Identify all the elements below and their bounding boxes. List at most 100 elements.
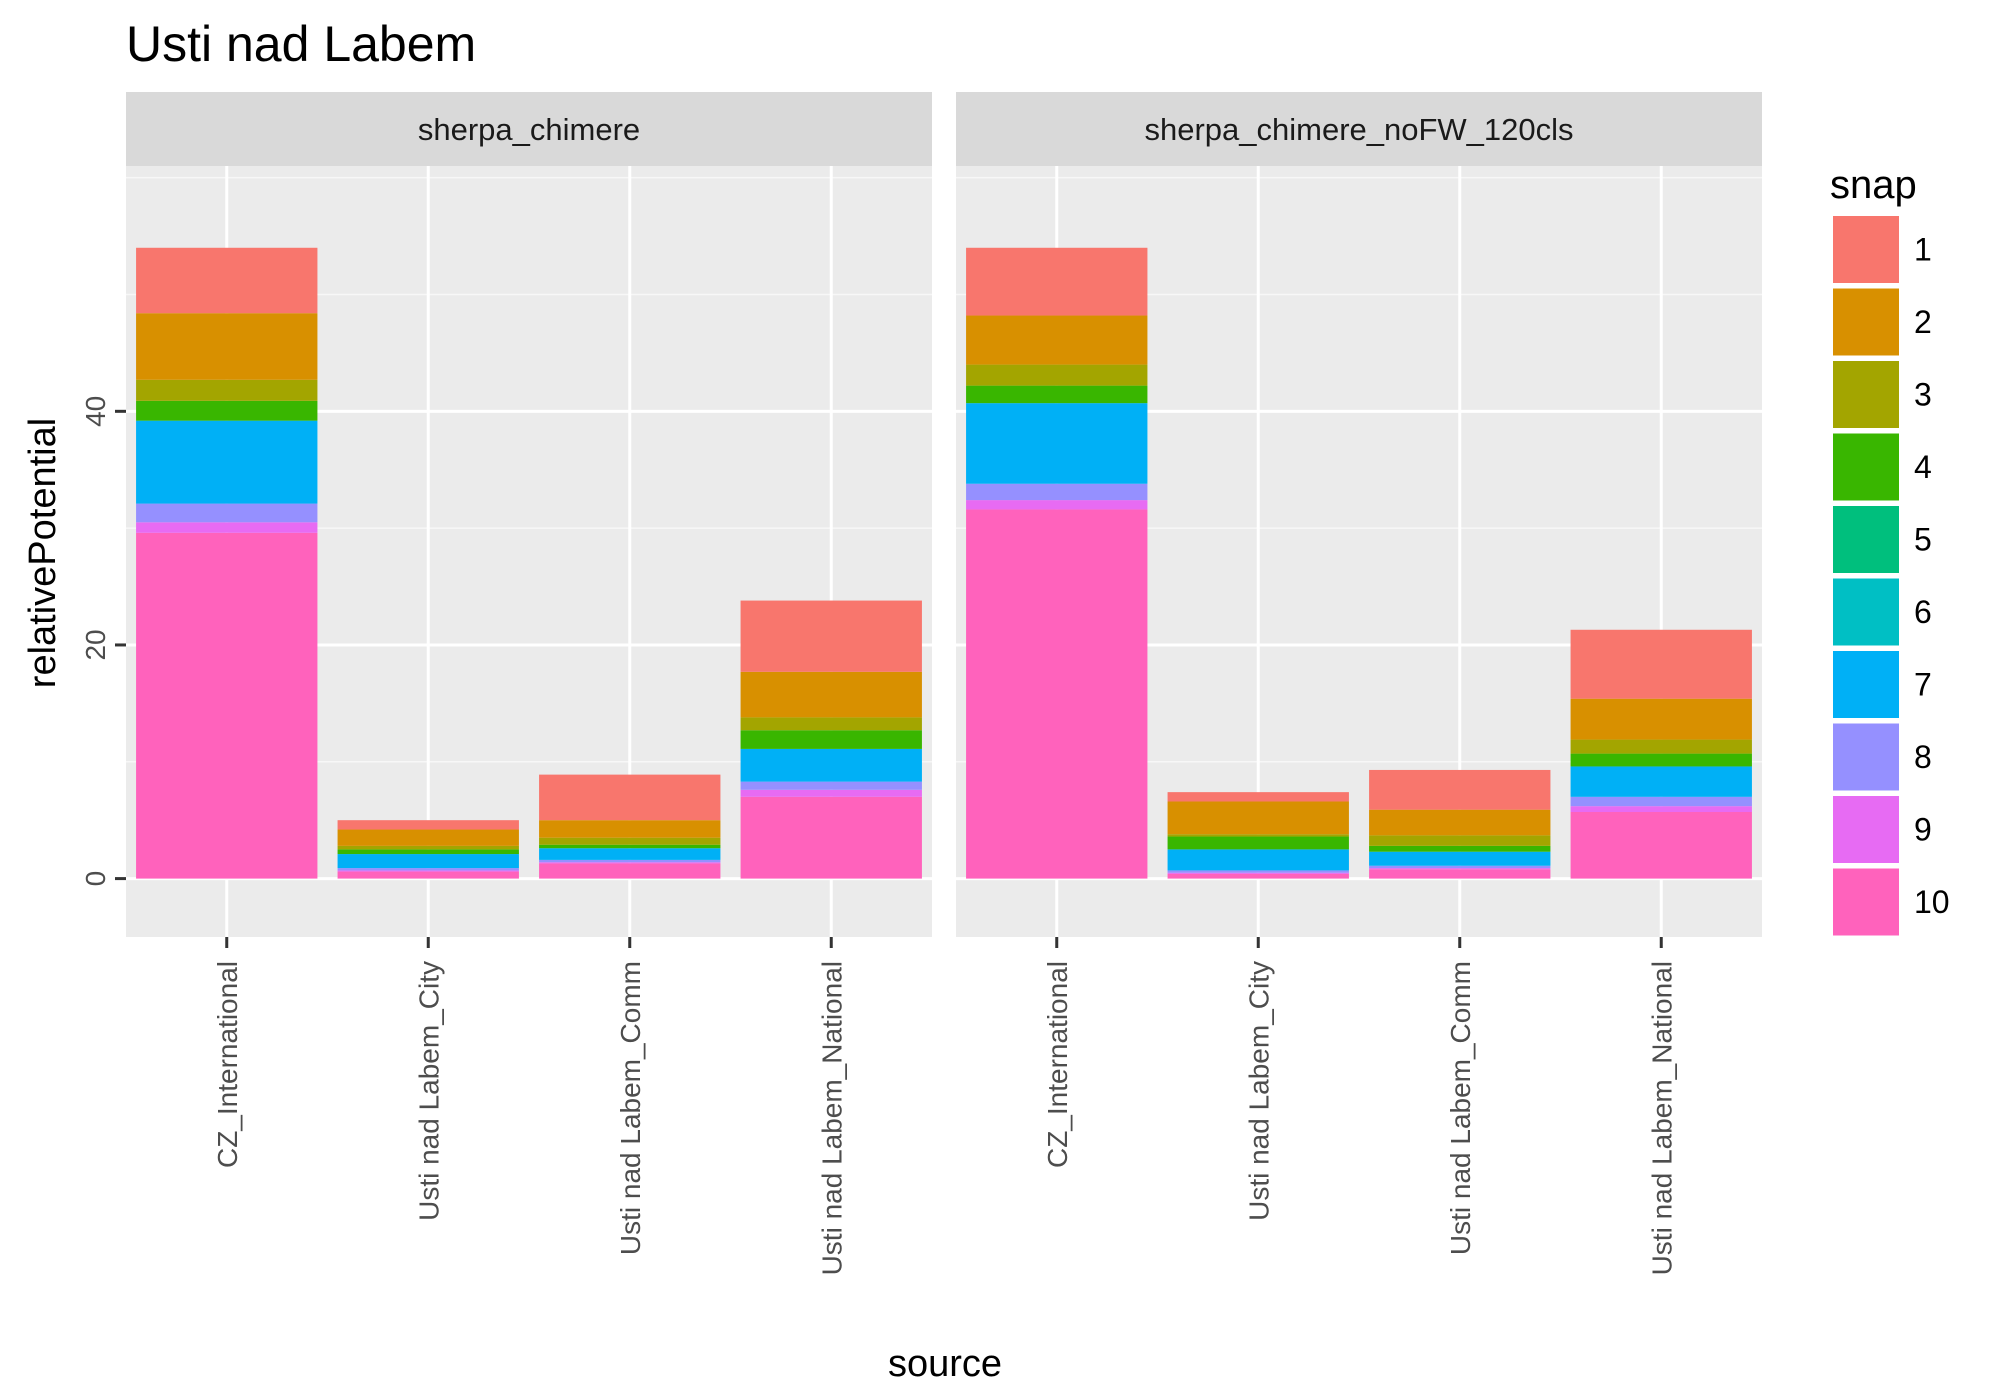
legend-key <box>1833 723 1899 791</box>
bar-segment <box>1167 870 1349 873</box>
bar-segment <box>1167 801 1349 835</box>
bar-segment <box>1167 849 1349 871</box>
x-axis-title: source <box>888 1343 1002 1385</box>
bar-segment <box>966 403 1148 484</box>
legend-label: 10 <box>1914 884 1950 920</box>
bar-segment <box>136 420 318 504</box>
bar-segment <box>1570 812 1752 879</box>
x-tick-label: CZ_International <box>212 961 243 1168</box>
bar-segment <box>337 870 519 872</box>
legend-label: 6 <box>1914 594 1932 630</box>
x-tick-label: Usti nad Labem_National <box>816 961 847 1275</box>
bar-segment <box>337 820 519 830</box>
bar-segment <box>966 385 1148 404</box>
bar-segment <box>136 503 318 523</box>
bar-segment <box>1369 845 1551 852</box>
bar-segment <box>740 789 922 797</box>
bar-segment <box>539 844 721 849</box>
bar-segment <box>539 848 721 860</box>
legend-label: 8 <box>1914 739 1932 775</box>
legend-key <box>1833 651 1899 718</box>
bar-segment <box>1369 769 1551 810</box>
bar-segment <box>337 871 519 879</box>
bar-segment <box>337 845 519 850</box>
bar-segment <box>966 364 1148 386</box>
bar-segment <box>740 748 922 782</box>
bar-segment <box>966 315 1148 365</box>
bar-segment <box>740 600 922 672</box>
bar-segment <box>539 774 721 821</box>
bar-segment <box>337 868 519 871</box>
bar-segment <box>337 854 519 869</box>
bar-segment <box>1167 872 1349 874</box>
bar-segment <box>337 829 519 846</box>
legend-key <box>1833 433 1899 501</box>
y-tick-label: 0 <box>80 871 111 887</box>
facet-panel: sherpa_chimere CZ_International Usti nad L… <box>126 92 932 1275</box>
facet-strip-label: sherpa_chimere_noFW_120cls <box>1144 112 1573 147</box>
legend-key <box>1833 288 1899 356</box>
bar-segment <box>539 837 721 845</box>
bar-segment <box>740 671 922 718</box>
x-tick-label: Usti nad Labem_City <box>413 961 444 1221</box>
bar-segment <box>740 730 922 749</box>
bar-segment <box>1167 836 1349 850</box>
bar-segment <box>1369 835 1551 846</box>
legend-key <box>1833 578 1899 646</box>
bar-segment <box>136 379 318 401</box>
bar-segment <box>966 483 1148 501</box>
bar-segment <box>740 717 922 731</box>
x-tick-label: Usti nad Labem_Comm <box>1445 961 1476 1255</box>
legend-label: 9 <box>1914 812 1932 848</box>
x-tick-label: Usti nad Labem_City <box>1243 961 1274 1221</box>
bar-segment <box>539 863 721 879</box>
legend-label: 2 <box>1914 304 1932 340</box>
facet-strip <box>956 92 1762 166</box>
legend-label: 3 <box>1914 377 1932 413</box>
legend-key <box>1833 796 1899 863</box>
bar-segment <box>1570 753 1752 767</box>
bar-segment <box>1570 698 1752 740</box>
x-tick-label: CZ_International <box>1042 961 1073 1168</box>
bar-segment <box>539 859 721 863</box>
bar-segment <box>539 820 721 838</box>
legend-key <box>1833 868 1899 936</box>
legend: snap 1 2 3 4 5 6 7 8 9 10 <box>1830 163 1950 936</box>
bar-segment <box>1369 809 1551 836</box>
y-axis: 0 20 40 <box>80 396 126 887</box>
bar-segment <box>136 532 318 879</box>
chart-title: Usti nad Labem <box>126 16 476 72</box>
bar-segment <box>1369 869 1551 879</box>
legend-label: 7 <box>1914 667 1932 703</box>
bar-segment <box>136 522 318 533</box>
bar-segment <box>1570 739 1752 754</box>
legend-label: 1 <box>1914 232 1932 268</box>
facet-panels: sherpa_chimere CZ_International Usti nad L… <box>126 92 1762 1275</box>
y-tick-label: 40 <box>80 396 111 427</box>
legend-key <box>1833 361 1899 428</box>
legend-label: 5 <box>1914 522 1932 558</box>
bar-segment <box>539 862 721 864</box>
legend-title: snap <box>1830 163 1917 207</box>
y-tick-label: 20 <box>80 629 111 660</box>
bar-segment <box>136 313 318 380</box>
x-tick-label: Usti nad Labem_Comm <box>615 961 646 1255</box>
bar-segment <box>1369 865 1551 869</box>
bar-segment <box>1369 851 1551 866</box>
bar-segment <box>1369 868 1551 870</box>
y-axis-title: relativePotential <box>22 418 64 688</box>
bar-segment <box>966 500 1148 510</box>
bar-segment <box>1570 796 1752 807</box>
legend-label: 4 <box>1914 449 1932 485</box>
bar-segment <box>740 796 922 879</box>
bar-segment <box>136 247 318 314</box>
x-tick-label: Usti nad Labem_National <box>1646 961 1677 1275</box>
facet-strip-label: sherpa_chimere <box>418 112 640 147</box>
bar-segment <box>1167 873 1349 879</box>
bar-segment <box>1167 834 1349 837</box>
bar-segment <box>1570 629 1752 699</box>
bar-segment <box>136 400 318 421</box>
bar-segment <box>966 509 1148 879</box>
bar-segment <box>740 781 922 790</box>
